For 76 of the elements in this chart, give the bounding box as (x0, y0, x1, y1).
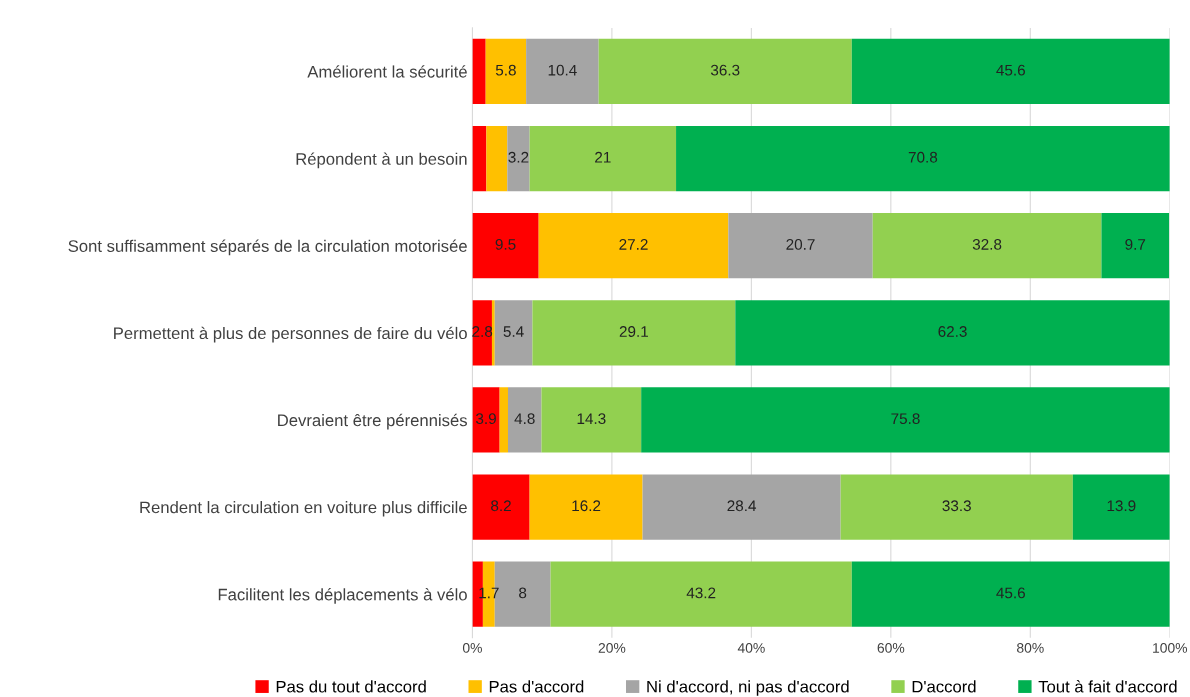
data-label: 45.6 (996, 64, 1025, 76)
data-label: 14.3 (577, 413, 606, 425)
bar (499, 387, 508, 453)
y-tick-label: Facilitent les déplacements à vélo (218, 588, 467, 604)
bar (641, 387, 1170, 453)
legend-label: Ni d'accord, ni pas d'accord (647, 680, 849, 696)
bar (491, 300, 495, 366)
bar (676, 125, 1170, 192)
data-label: 29.1 (619, 326, 648, 337)
x-tick-label: 20% (598, 642, 626, 653)
y-tick-label: Répondent à un besoin (296, 152, 467, 169)
x-tick-label: 60% (877, 642, 905, 653)
x-tick-label: 80% (1017, 642, 1044, 653)
bar (472, 125, 487, 192)
bar (1072, 474, 1170, 540)
data-label: 43.2 (686, 587, 716, 599)
data-label: 13.9 (1107, 500, 1136, 512)
bar (529, 125, 677, 192)
bar (728, 213, 873, 279)
data-label: 10.4 (548, 64, 577, 76)
x-tick-label: 100% (1153, 642, 1188, 653)
data-label: 62.3 (938, 326, 967, 337)
bar (840, 474, 1073, 540)
bar (532, 300, 736, 366)
bar (1101, 213, 1170, 279)
data-label: 33.3 (942, 500, 971, 512)
bar (472, 38, 486, 105)
legend-label: Pas du tout d'accord (276, 680, 426, 693)
data-label: 28.4 (727, 500, 757, 512)
legend-label: Pas d'accord (489, 680, 584, 693)
bar (872, 213, 1102, 279)
data-label: 27.2 (619, 238, 648, 250)
bar (486, 125, 508, 192)
data-label: 21 (595, 151, 611, 163)
bar (851, 38, 1170, 105)
bar (472, 474, 530, 540)
data-label: 9.5 (495, 238, 516, 250)
bar (541, 387, 642, 453)
x-tick-label: 40% (737, 642, 765, 653)
bar (472, 387, 500, 453)
bar (507, 125, 530, 192)
bar (494, 300, 533, 366)
data-label: 8.2 (491, 500, 511, 512)
data-label: 32.8 (972, 238, 1002, 250)
data-label: 5.4 (503, 326, 524, 337)
data-label: 5.8 (495, 64, 516, 76)
bar (735, 300, 1170, 366)
data-label: 70.8 (908, 151, 938, 163)
legend-label: D'accord (912, 680, 976, 693)
data-label: 36.3 (710, 64, 740, 76)
data-label: 3.9 (475, 413, 496, 425)
bar (851, 561, 1170, 627)
data-label: 9.7 (1125, 238, 1146, 250)
bar (485, 38, 527, 105)
bar (538, 213, 729, 279)
data-label: 3.2 (508, 151, 529, 163)
legend-label: Tout à fait d'accord (1038, 680, 1177, 693)
data-label: 45.6 (996, 587, 1025, 599)
x-tick-label: 0% (462, 642, 482, 653)
y-tick-label: Permettent à plus de personnes de faire du vélo (114, 326, 467, 343)
y-tick-label: Sont suffisamment séparés de la circulation motorisée (68, 239, 467, 256)
bar (642, 474, 841, 540)
y-tick-label: Rendent la circulation en voiture plus difficile (140, 501, 467, 517)
data-label: 20.7 (786, 238, 815, 250)
data-label: 8 (519, 587, 527, 599)
y-tick-label: Devraient être pérennisés (278, 413, 467, 430)
bar (529, 474, 643, 540)
bar (507, 387, 542, 453)
data-label: 16.2 (572, 500, 601, 512)
data-label: 75.8 (891, 413, 920, 425)
data-label: 4.8 (514, 413, 535, 425)
y-tick-label: Améliorent la sécurité (307, 65, 467, 78)
bar (472, 213, 539, 279)
bar (526, 38, 599, 105)
bar (550, 561, 852, 627)
bar (598, 38, 852, 105)
